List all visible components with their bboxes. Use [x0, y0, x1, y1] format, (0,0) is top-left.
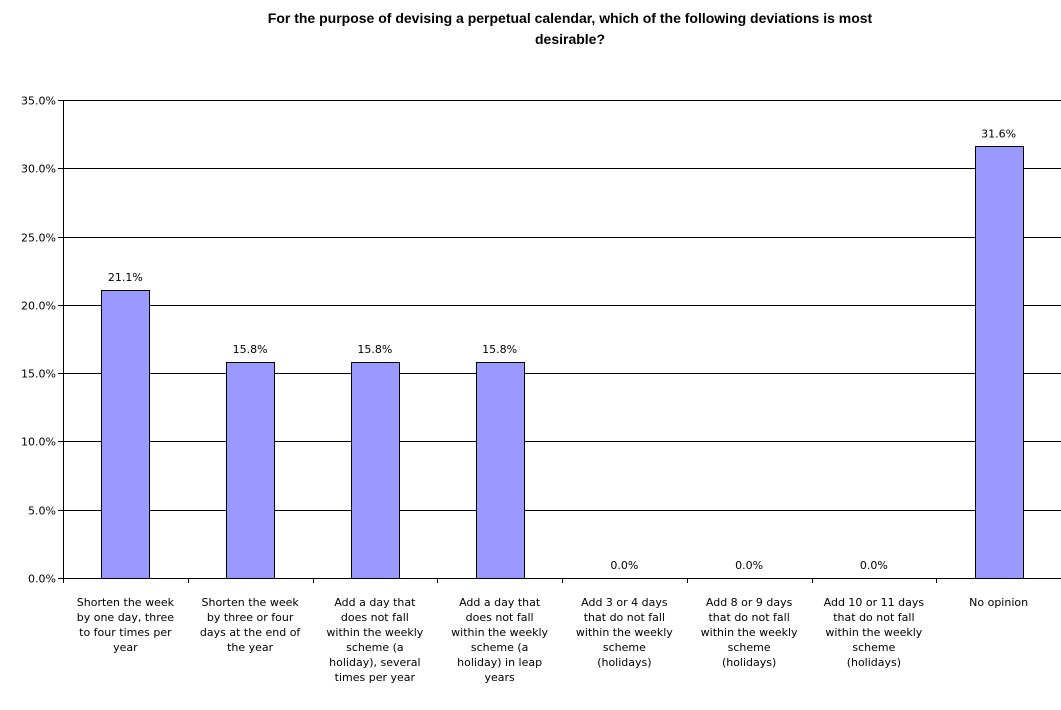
- y-tick-label: 25.0%: [21, 232, 56, 245]
- category-label-line: within the weekly: [701, 626, 798, 639]
- category-label-line: (holidays): [597, 656, 651, 669]
- chart-title-line-1: For the purpose of devising a perpetual …: [267, 10, 873, 26]
- bar: [351, 362, 400, 579]
- category-label-line: holiday) in leap: [457, 656, 542, 669]
- category-label-line: that do not fall: [584, 611, 665, 624]
- chart-title: For the purpose of devising a perpetual …: [90, 8, 1050, 50]
- data-label: 0.0%: [860, 559, 888, 572]
- category-label-line: holiday), several: [329, 656, 420, 669]
- category-label-line: Add 3 or 4 days: [581, 596, 668, 609]
- data-label: 15.8%: [357, 343, 392, 356]
- y-tick-label: 0.0%: [28, 573, 56, 586]
- category-label-line: within the weekly: [825, 626, 922, 639]
- category-label-line: that do not fall: [833, 611, 914, 624]
- category-label-line: scheme: [603, 641, 646, 654]
- bar: [975, 146, 1024, 579]
- category-label-line: scheme: [852, 641, 895, 654]
- category-label-line: (holidays): [722, 656, 776, 669]
- y-tick-label: 20.0%: [21, 300, 56, 313]
- category-label-line: within the weekly: [576, 626, 673, 639]
- data-label: 15.8%: [482, 343, 517, 356]
- y-tick-label: 35.0%: [21, 95, 56, 108]
- category-label: Add 10 or 11 days that do not fall within …: [824, 596, 925, 669]
- bar: [226, 362, 275, 579]
- category-label: Add 3 or 4 days that do not fall within th…: [576, 596, 673, 669]
- category-label: No opinion: [969, 596, 1028, 609]
- y-tick-label: 5.0%: [28, 505, 56, 518]
- category-label-line: scheme (a: [471, 641, 529, 654]
- category-label: Shorten the week by three or four days at …: [200, 596, 302, 654]
- category-label-line: scheme (a: [346, 641, 404, 654]
- gridlines: [63, 100, 1061, 511]
- category-label-line: that do not fall: [708, 611, 789, 624]
- category-label-line: does not fall: [341, 611, 409, 624]
- data-label: 0.0%: [610, 559, 638, 572]
- data-label: 31.6%: [981, 127, 1016, 140]
- data-label: 0.0%: [735, 559, 763, 572]
- y-tick-label: 10.0%: [21, 436, 56, 449]
- category-label-line: days at the end of: [200, 626, 302, 639]
- labels: 0.0% 5.0% 10.0% 15.0% 20.0% 25.0% 30.0% 35.0% 21…: [21, 95, 1028, 685]
- y-tick-label: 30.0%: [21, 163, 56, 176]
- data-label: 21.1%: [108, 271, 143, 284]
- category-label-line: times per year: [335, 671, 416, 684]
- category-label: Add a day that does not fall within the we…: [451, 596, 548, 684]
- category-label-line: Add 8 or 9 days: [706, 596, 793, 609]
- category-label-line: Add 10 or 11 days: [824, 596, 925, 609]
- category-label-line: by three or four: [207, 611, 294, 624]
- category-label-line: by one day, three: [77, 611, 175, 624]
- chart-title-line-2: desirable?: [534, 31, 606, 47]
- bar: [476, 362, 525, 579]
- category-label-line: the year: [227, 641, 274, 654]
- category-label-line: does not fall: [466, 611, 534, 624]
- category-label-line: to four times per: [79, 626, 172, 639]
- category-label: Shorten the week by one day, three to four…: [77, 596, 175, 654]
- data-label: 15.8%: [233, 343, 268, 356]
- category-label: Add a day that does not fall within the we…: [326, 596, 423, 684]
- category-label-line: (holidays): [847, 656, 901, 669]
- category-label-line: within the weekly: [326, 626, 423, 639]
- category-label-line: within the weekly: [451, 626, 548, 639]
- category-label-line: No opinion: [969, 596, 1028, 609]
- category-label-line: year: [113, 641, 138, 654]
- bar: [101, 290, 150, 579]
- category-label-line: Shorten the week: [202, 596, 300, 609]
- category-label-line: Add a day that: [334, 596, 416, 609]
- category-label: Add 8 or 9 days that do not fall within th…: [701, 596, 798, 669]
- category-label-line: Add a day that: [459, 596, 541, 609]
- y-tick-label: 15.0%: [21, 368, 56, 381]
- category-label-line: Shorten the week: [77, 596, 175, 609]
- bars: [101, 146, 1024, 579]
- category-label-line: scheme: [728, 641, 771, 654]
- category-label-line: years: [484, 671, 515, 684]
